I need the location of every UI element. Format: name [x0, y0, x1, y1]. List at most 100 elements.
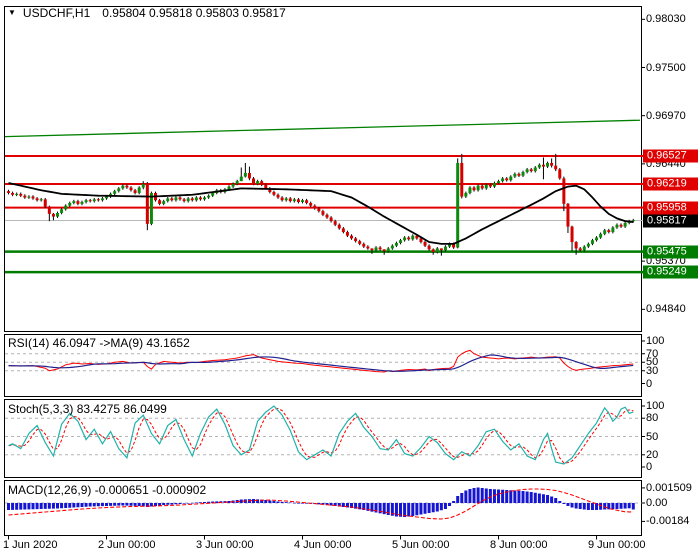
- macd-indicator-label: MACD(12,26,9) -0.000651 -0.000902: [8, 483, 207, 497]
- candle-body: [252, 178, 256, 184]
- macd-histogram-bar: [370, 503, 374, 512]
- macd-panel-area[interactable]: [4, 480, 642, 536]
- macd-histogram-bar: [350, 503, 354, 508]
- stochastic-panel-area[interactable]: [4, 399, 642, 478]
- candle-body: [170, 198, 174, 201]
- price-axis-label: 0.97500: [646, 61, 686, 74]
- macd-histogram-bar: [562, 503, 566, 504]
- macd-histogram-bar: [537, 493, 541, 503]
- macd-histogram-bar: [566, 503, 570, 506]
- candle-body: [362, 243, 366, 247]
- candle-body: [243, 172, 247, 177]
- candle-body: [378, 247, 382, 250]
- candle-body: [484, 184, 488, 189]
- candle-body: [623, 222, 627, 227]
- candle-body: [501, 178, 505, 182]
- macd-histogram-bar: [611, 503, 615, 510]
- price-axis-label: 0.94840: [646, 303, 686, 316]
- chart-title-bar: ▼ USDCHF,H1 0.95804 0.95818 0.95803 0.9581…: [8, 6, 286, 20]
- macd-histogram-bar: [509, 490, 513, 503]
- candle-body: [345, 232, 349, 236]
- candle-body: [72, 201, 76, 203]
- macd-histogram-bar: [137, 503, 141, 506]
- macd-histogram-bar: [521, 491, 525, 503]
- macd-histogram-bar: [550, 496, 554, 503]
- macd-histogram-bar: [125, 503, 129, 506]
- candle-body: [415, 235, 419, 239]
- candle-body: [354, 238, 358, 242]
- macd-histogram-bar: [100, 503, 104, 507]
- candle-body: [105, 196, 109, 199]
- macd-histogram-bar: [366, 503, 370, 511]
- macd-histogram-bar: [435, 503, 439, 512]
- macd-histogram-bar: [382, 503, 386, 515]
- macd-histogram-bar: [27, 503, 31, 510]
- symbol-timeframe-label: USDCHF,H1: [22, 6, 91, 20]
- candle-body: [280, 197, 284, 201]
- candle-body: [92, 199, 96, 202]
- price-axis-label: 0.96970: [646, 109, 686, 122]
- candle-body: [452, 243, 456, 248]
- candle-body: [423, 242, 427, 246]
- time-axis-label: 2 Jun 00:00: [98, 539, 156, 551]
- candle-body: [533, 167, 537, 172]
- macd-histogram-bar: [174, 503, 178, 505]
- ohlc-quote-values: 0.95804 0.95818 0.95803 0.95817: [102, 6, 286, 20]
- main-chart-area[interactable]: [4, 6, 642, 332]
- candle-body: [497, 181, 501, 183]
- time-axis-label: 4 Jun 00:00: [294, 539, 352, 551]
- price-axis-label: 0.98030: [646, 13, 686, 26]
- macd-histogram-bar: [252, 499, 256, 503]
- macd-histogram-bar: [411, 503, 415, 516]
- macd-histogram-bar: [529, 492, 533, 503]
- macd-histogram-bar: [207, 501, 211, 503]
- candle-body: [631, 220, 635, 222]
- symbol-dropdown-icon[interactable]: ▼: [8, 8, 16, 17]
- candle-body: [411, 235, 415, 240]
- macd-histogram-bar: [582, 503, 586, 510]
- candle-body: [419, 238, 423, 243]
- candle-body: [619, 224, 623, 227]
- stoch-axis-label: 100: [646, 400, 665, 412]
- macd-histogram-bar: [109, 503, 113, 506]
- rsi-axis-label: 70: [646, 347, 659, 360]
- macd-histogram-bar: [374, 503, 378, 513]
- macd-histogram-bar: [88, 503, 92, 507]
- candle-body: [439, 248, 443, 251]
- macd-histogram-bar: [554, 498, 558, 503]
- candle-body: [178, 197, 182, 200]
- candle-body: [309, 202, 313, 206]
- macd-histogram-bar: [56, 503, 60, 509]
- macd-histogram-bar: [288, 502, 292, 504]
- candle-body: [166, 198, 170, 202]
- macd-signal-line: [8, 488, 634, 520]
- macd-histogram-bar: [154, 503, 158, 506]
- candle-body: [268, 188, 272, 193]
- macd-histogram-bar: [345, 503, 349, 508]
- macd-histogram-bar: [64, 503, 68, 508]
- candle-body: [558, 169, 562, 179]
- macd-histogram-bar: [276, 501, 280, 503]
- rsi-axis-label: 0: [646, 377, 653, 390]
- candle-body: [546, 162, 550, 167]
- rsi-panel-area[interactable]: [4, 334, 642, 397]
- candle-body: [566, 203, 570, 227]
- candle-body: [513, 173, 517, 177]
- candle-body: [317, 208, 321, 212]
- macd-histogram-bar: [378, 503, 382, 514]
- candle-body: [537, 164, 541, 168]
- macd-histogram-bar: [256, 499, 260, 503]
- macd-histogram-bar: [170, 503, 174, 505]
- candle-body: [15, 193, 19, 195]
- candle-body: [19, 193, 23, 196]
- macd-histogram-bar: [80, 503, 84, 507]
- stochastic-indicator-label: Stoch(5,3,3) 83.4275 86.0499: [8, 402, 167, 416]
- macd-histogram-bar: [145, 503, 149, 507]
- macd-histogram-bar: [533, 492, 537, 503]
- macd-histogram-bar: [272, 501, 276, 503]
- candle-body: [599, 233, 603, 238]
- macd-histogram-bar: [133, 503, 137, 506]
- macd-histogram-bar: [141, 503, 145, 507]
- candle-body: [23, 195, 27, 198]
- candle-body: [431, 249, 435, 253]
